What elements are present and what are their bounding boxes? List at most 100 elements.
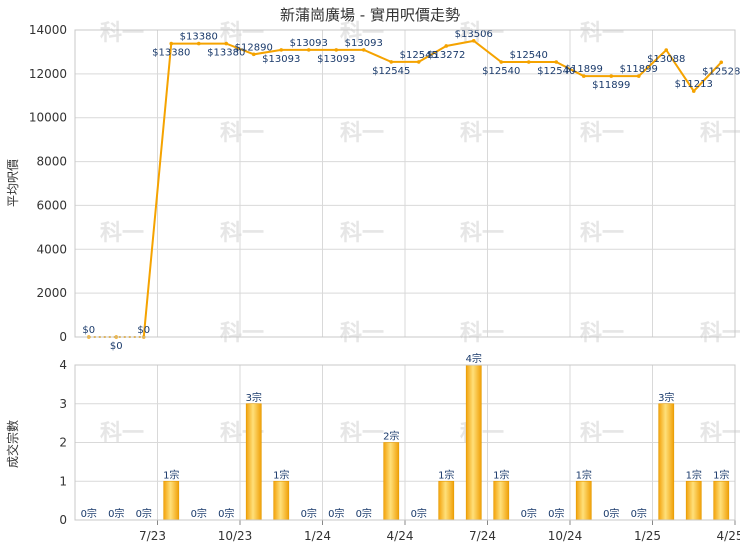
- price-point-label: $13506: [455, 29, 493, 40]
- chart-title: 新蒲崗廣場 - 實用呎價走勢: [280, 6, 460, 24]
- price-point-label: $12890: [235, 42, 273, 53]
- axes-layer: 0 2000 4000 6000 8000 10000 12000 14000 0 1 2 3 4 7/2…: [29, 23, 740, 543]
- count-bar-label: 0宗: [411, 507, 427, 520]
- price-point: [224, 41, 229, 46]
- price-axis-label: 平均呎價: [6, 159, 20, 207]
- price-tick-label: 0: [59, 330, 67, 344]
- x-tick-label: 1/25: [634, 529, 661, 543]
- count-bar-label: 0宗: [548, 507, 564, 520]
- price-point-label: $0: [82, 325, 95, 336]
- price-point: [251, 52, 256, 57]
- count-tick-label: 4: [59, 358, 67, 372]
- count-bar-label: 3宗: [246, 391, 262, 404]
- price-point-label: $12545: [400, 50, 438, 61]
- count-bar: [273, 480, 290, 521]
- watermark-text: 科一: [340, 421, 384, 446]
- count-bar-label: 1宗: [163, 468, 179, 481]
- price-point: [361, 48, 366, 52]
- count-bar-label: 2宗: [383, 430, 399, 443]
- x-tick-label: 10/24: [548, 529, 583, 543]
- price-point: [279, 48, 284, 52]
- count-bar-label: 0宗: [328, 507, 344, 520]
- price-point-label: $11213: [675, 79, 713, 90]
- watermark-text: 科一: [580, 221, 624, 246]
- watermark-text: 科一: [340, 321, 384, 346]
- price-point: [719, 60, 724, 65]
- price-point-label: $11899: [565, 64, 603, 75]
- count-tick-label: 1: [59, 474, 67, 488]
- price-point: [581, 74, 586, 78]
- count-bar: [465, 364, 482, 521]
- price-point: [334, 48, 339, 52]
- count-axis-label: 成交宗數: [5, 420, 20, 468]
- count-bar-label: 0宗: [631, 507, 647, 520]
- price-point: [471, 39, 476, 43]
- count-bar-label: 1宗: [493, 468, 509, 481]
- count-tick-label: 0: [59, 513, 67, 527]
- watermark-text: 科一: [580, 321, 624, 346]
- price-point-label: $12540: [537, 66, 575, 77]
- price-point: [526, 60, 531, 64]
- count-bar-label: 1宗: [713, 468, 729, 481]
- price-tick-label: 10000: [29, 111, 67, 125]
- x-tick-label: 1/24: [304, 529, 331, 543]
- count-bar-label: 1宗: [438, 468, 454, 481]
- price-point-label: $0: [137, 325, 150, 336]
- watermark-text: 科一: [460, 221, 504, 246]
- watermark-text: 科一: [100, 421, 144, 446]
- x-tick-label: 4/24: [387, 529, 414, 543]
- watermark-text: 科一: [580, 121, 624, 146]
- watermark-text: 科一: [220, 321, 264, 346]
- price-point-label: $13088: [647, 54, 685, 65]
- watermark-text: 科一: [340, 21, 384, 46]
- watermark-text: 科一: [220, 221, 264, 246]
- watermark-text: 科一: [100, 21, 144, 46]
- watermark-text: 科一: [580, 21, 624, 46]
- price-point: [609, 74, 614, 78]
- x-tick-label: 7/24: [469, 529, 496, 543]
- watermark-text: 科一: [340, 121, 384, 146]
- count-bar-label: 0宗: [356, 507, 372, 520]
- count-bar: [685, 480, 702, 521]
- count-bar-label: 0宗: [136, 507, 152, 520]
- price-point: [636, 74, 641, 78]
- price-point-label: $12545: [372, 66, 410, 77]
- price-tick-label: 4000: [36, 242, 67, 256]
- x-tick-label: 4/25: [717, 529, 740, 543]
- price-point: [691, 89, 696, 93]
- price-point-label: $13093: [262, 54, 300, 65]
- price-point: [499, 60, 504, 64]
- price-point: [389, 60, 394, 64]
- price-point: [306, 48, 311, 52]
- price-point-label: $13093: [290, 38, 328, 49]
- count-tick-label: 3: [59, 397, 67, 411]
- price-point-label: $13272: [427, 50, 465, 61]
- price-point-label: $13380: [207, 48, 245, 59]
- price-point: [664, 48, 669, 52]
- price-point-label: $13380: [152, 48, 190, 59]
- x-tick-label: 10/23: [218, 529, 253, 543]
- count-bar: [575, 480, 592, 521]
- price-point-label: $13093: [317, 54, 355, 65]
- count-bar: [163, 480, 180, 521]
- count-bar: [658, 403, 675, 521]
- price-point-label: $12528: [702, 66, 740, 77]
- count-bar-label: 1宗: [576, 468, 592, 481]
- price-line: [142, 39, 722, 338]
- count-bar-label: 0宗: [521, 507, 537, 520]
- count-bar: [713, 480, 730, 521]
- watermark-text: 科一: [700, 421, 740, 446]
- price-point-label: $11899: [592, 80, 630, 91]
- price-panel-frame: [74, 29, 736, 338]
- watermark-text: 科一: [700, 121, 740, 146]
- price-point: [554, 60, 559, 64]
- price-tick-label: 12000: [29, 67, 67, 81]
- count-bar-label: 4宗: [466, 352, 482, 365]
- count-bar-label: 3宗: [658, 391, 674, 404]
- count-bar: [493, 480, 510, 521]
- x-tick-label: 7/23: [139, 529, 166, 543]
- count-bar: [383, 442, 400, 521]
- watermark-text: 科一: [220, 121, 264, 146]
- price-line-layer: $0$0$0$13380$13380$13380$12890$13093$130…: [82, 29, 740, 352]
- count-bar-label: 1宗: [686, 468, 702, 481]
